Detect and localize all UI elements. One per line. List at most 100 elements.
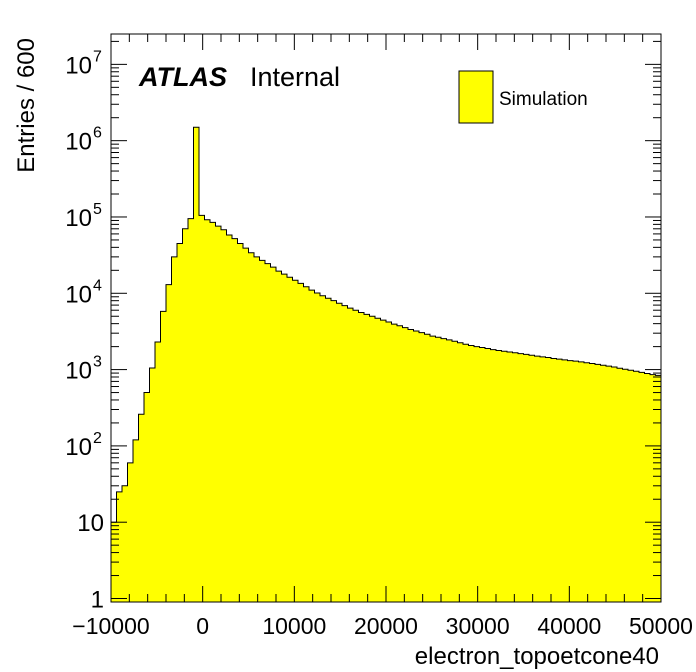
y-tick-label: 10: [77, 510, 104, 537]
histogram-bin: [424, 334, 431, 602]
histogram-bin: [254, 256, 260, 602]
histogram-bin: [518, 353, 524, 602]
histogram-bin: [210, 222, 216, 602]
histogram-bin: [639, 372, 645, 602]
histogram-bin: [188, 218, 194, 602]
histogram-bin: [534, 356, 541, 602]
x-tick-label: −10000: [72, 613, 149, 639]
histogram-bin: [529, 355, 535, 602]
histogram-bin: [160, 311, 167, 602]
x-tick-label: 40000: [537, 613, 601, 639]
histogram-bin: [419, 332, 425, 602]
histogram-bin: [276, 271, 282, 602]
histogram-bin: [452, 341, 458, 602]
histogram-bin: [380, 320, 387, 602]
histogram-bars: [110, 126, 662, 603]
y-axis-title: Entries / 600: [13, 38, 40, 173]
histogram-bin: [545, 357, 552, 602]
histogram-outline: [110, 126, 662, 602]
histogram-bin: [617, 368, 623, 602]
y-tick-exponent: 5: [93, 201, 102, 218]
histogram-bin: [199, 215, 205, 603]
histogram-bin: [309, 290, 315, 602]
histogram-bin: [655, 375, 662, 602]
histogram-bin: [320, 295, 326, 602]
histogram-bin: [468, 345, 475, 602]
histogram-bin: [435, 337, 442, 602]
x-tick-label: 10000: [262, 613, 326, 639]
histogram-bin: [243, 248, 249, 603]
histogram-bin: [287, 277, 293, 602]
x-tick-label: 50000: [629, 613, 693, 639]
histogram-bin: [441, 338, 447, 602]
y-tick-label: 10: [65, 129, 92, 156]
histogram-bin: [496, 350, 502, 602]
histogram-bin: [166, 284, 172, 602]
histogram-bin: [155, 341, 161, 602]
histogram-bin: [331, 300, 337, 602]
histogram-bin: [298, 283, 304, 602]
histogram-bin: [303, 286, 310, 602]
histogram-bin: [270, 267, 277, 602]
histogram-bin: [600, 365, 607, 602]
histogram-bin: [523, 354, 530, 602]
histogram-bin: [578, 361, 585, 602]
histogram-bin: [584, 362, 590, 602]
histogram-bin: [512, 352, 519, 602]
axis-ticks: [110, 34, 662, 602]
histogram-bin: [490, 349, 497, 602]
histogram-bin: [589, 363, 596, 602]
legend-label: Simulation: [499, 89, 588, 110]
histogram-bin: [138, 414, 145, 602]
legend: Simulation: [458, 70, 588, 124]
histogram-bin: [342, 305, 348, 602]
histogram-bin: [391, 324, 398, 602]
histogram-bin: [292, 280, 299, 602]
y-tick-exponent: 2: [93, 430, 102, 447]
histogram-bin: [402, 327, 409, 602]
y-tick-exponent: 3: [93, 354, 102, 371]
histogram-bin: [336, 303, 343, 602]
y-tick-exponent: 6: [93, 125, 102, 142]
histogram-bin: [463, 344, 469, 602]
histogram-bin: [182, 228, 189, 602]
histogram-bin: [446, 339, 453, 602]
histogram-bin: [171, 256, 178, 602]
x-axis-title: electron_topoetcone40: [415, 643, 659, 670]
plot-frame: [110, 33, 662, 603]
x-tick-label: 20000: [354, 613, 418, 639]
histogram-bin: [133, 439, 139, 602]
y-tick-label: 1: [91, 587, 104, 614]
legend-swatch: [458, 70, 494, 124]
y-tick-label: 10: [65, 52, 92, 79]
histogram-bin: [413, 331, 420, 602]
histogram-bin: [265, 263, 271, 602]
histogram-bin: [364, 314, 370, 602]
histogram-bin: [127, 462, 134, 602]
histogram-bin: [204, 219, 211, 602]
y-tick-label: 10: [65, 205, 92, 232]
histogram-bin: [232, 238, 238, 602]
atlas-sublabel: Internal: [250, 62, 340, 92]
histogram-bin: [149, 367, 156, 602]
x-tick-label: 0: [196, 613, 209, 639]
y-tick-label: 10: [65, 281, 92, 308]
histogram-bin: [116, 491, 123, 602]
histogram-bin: [595, 364, 601, 602]
histogram-bin: [479, 347, 486, 602]
histogram-bin: [501, 351, 508, 602]
histogram-bin: [573, 361, 579, 602]
histogram-bin: [408, 329, 414, 602]
histogram-bin: [221, 229, 227, 602]
histogram-bin: [611, 367, 618, 602]
histogram-bin: [177, 243, 183, 602]
histogram-bin: [628, 370, 634, 602]
histogram-bin: [430, 336, 436, 602]
histogram-bin: [281, 274, 288, 602]
histogram-bin: [474, 346, 480, 602]
histogram-bin: [556, 359, 563, 602]
y-tick-label: 10: [65, 434, 92, 461]
histogram-bin: [457, 342, 464, 602]
histogram-bin: [353, 310, 359, 602]
